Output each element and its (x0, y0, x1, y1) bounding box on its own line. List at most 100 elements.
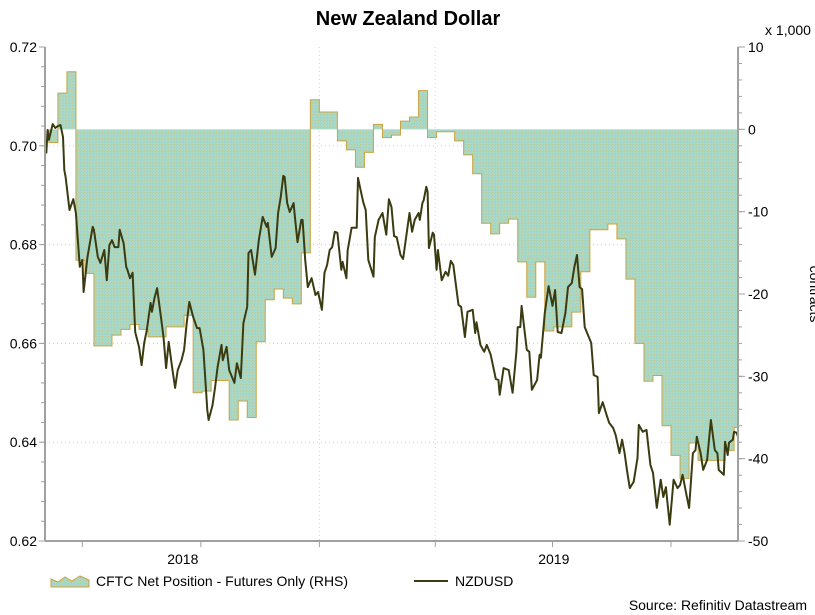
nzdusd-point (79, 266, 81, 268)
nzdusd-point (134, 331, 136, 333)
nzdusd-point (492, 366, 494, 368)
nzdusd-point (732, 439, 734, 441)
cftc-weekly-bar (527, 129, 536, 297)
nzdusd-point (433, 234, 435, 236)
cftc-net-position-area (48, 71, 738, 479)
nzdusd-point (153, 297, 155, 299)
nzdusd-point (254, 274, 256, 276)
nzdusd-point (374, 236, 376, 238)
nzdusd-point (728, 442, 730, 444)
cftc-weekly-bar (193, 129, 202, 392)
nzdusd-point (183, 349, 185, 351)
nzdusd-point (612, 427, 614, 429)
nzdusd-point (103, 249, 105, 251)
nzdusd-point (365, 209, 367, 211)
nzdusd-point (624, 452, 626, 454)
nzdusd-point (228, 369, 230, 371)
nzdusd-point (581, 288, 583, 290)
nzdusd-point (486, 344, 488, 346)
cftc-weekly-bar (428, 129, 437, 137)
nzdusd-point (571, 282, 573, 284)
nzdusd-point (652, 472, 654, 474)
left-tick-label: 0.72 (10, 39, 37, 55)
left-tick-label: 0.62 (10, 533, 37, 549)
nzdusd-point (99, 262, 101, 264)
cftc-weekly-bar (689, 129, 698, 443)
nzdusd-point (679, 484, 681, 486)
nzdusd-point (165, 367, 167, 369)
nzdusd-point (336, 232, 338, 234)
cftc-weekly-bar (698, 129, 707, 460)
nzdusd-point (597, 376, 599, 378)
nzdusd-point (642, 431, 644, 433)
nzdusd-point (326, 264, 328, 266)
nzdusd-point (160, 316, 162, 318)
left-tick-label: 0.68 (10, 237, 37, 253)
cftc-weekly-bar (491, 129, 500, 234)
nzdusd-point (68, 209, 70, 211)
nzdusd-point (633, 481, 635, 483)
nzdusd-point (177, 369, 179, 371)
nzdusd-point (495, 378, 497, 380)
nzdusd-point (172, 369, 174, 371)
right-tick-label: -50 (748, 533, 768, 549)
cftc-weekly-bar (653, 129, 662, 375)
nzdusd-point (696, 436, 698, 438)
cftc-weekly-bar (482, 129, 491, 223)
cftc-weekly-bar (455, 129, 464, 141)
nzdusd-point (324, 272, 326, 274)
cftc-weekly-bar (608, 129, 617, 224)
cftc-weekly-bar (626, 129, 635, 279)
nzdusd-point (557, 331, 559, 333)
left-tick-label: 0.66 (10, 335, 37, 351)
nzdusd-point (119, 229, 121, 231)
nzdusd-point (233, 382, 235, 384)
nzdusd-point (362, 201, 364, 203)
nzdusd-point (441, 279, 443, 281)
nzdusd-point (396, 236, 398, 238)
right-axis-label: contracts (807, 266, 815, 323)
nzdusd-point (428, 247, 430, 249)
nzdusd-point (425, 186, 427, 188)
nzdusd-point (385, 234, 387, 236)
cftc-weekly-bar (364, 129, 373, 152)
nzdusd-point (497, 379, 499, 381)
cftc-weekly-bar (157, 129, 166, 336)
cftc-weekly-bar (373, 124, 382, 129)
cftc-weekly-bar (680, 129, 689, 478)
nzdusd-point (402, 258, 404, 260)
nzdusd-point (519, 326, 521, 328)
nzdusd-point (286, 202, 288, 204)
nzdusd-point (736, 432, 738, 434)
cftc-weekly-bar (401, 121, 410, 129)
nzdusd-point (83, 291, 85, 293)
nzdusd-point (457, 304, 459, 306)
nzdusd-point (48, 139, 50, 141)
nzdusd-point (411, 231, 413, 233)
nzdusd-point (117, 246, 119, 248)
nzdusd-point (59, 124, 61, 126)
nzdusd-point (163, 336, 165, 338)
nzdusd-point (129, 277, 131, 279)
nzdusd-point (702, 469, 704, 471)
nzdusd-point (593, 374, 595, 376)
nzdusd-point (419, 219, 421, 221)
nzdusd-point (280, 196, 282, 198)
nzdusd-point (662, 496, 664, 498)
left-tick-label: 0.64 (10, 434, 37, 450)
nzdusd-point (579, 286, 581, 288)
cftc-weekly-bar (346, 129, 355, 150)
x-tick-label: 2019 (538, 551, 569, 567)
nzdusd-point (302, 219, 304, 221)
legend-label-cftc: CFTC Net Position - Futures Only (RHS) (96, 573, 349, 589)
cftc-weekly-bar (509, 129, 518, 219)
cftc-weekly-bar (292, 129, 301, 304)
cftc-weekly-bar (581, 129, 590, 271)
nzdusd-point (317, 291, 319, 293)
nzdusd-point (673, 479, 675, 481)
nzdusd-point (267, 222, 269, 224)
nzdusd-point (472, 309, 474, 311)
nzdusd-point (242, 322, 244, 324)
